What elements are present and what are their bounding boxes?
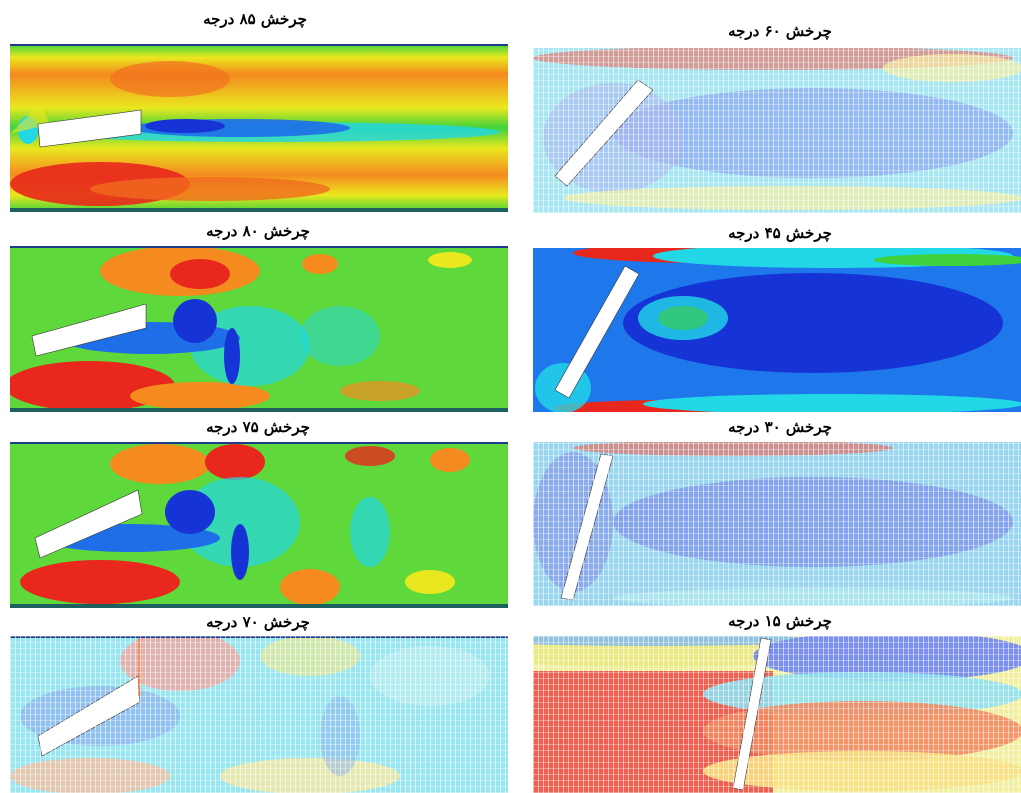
contour-panel-80 — [10, 246, 508, 412]
contour-panel-85 — [10, 44, 508, 212]
title-70: چرخش ۷۰ درجه — [206, 613, 310, 631]
title-60: چرخش ۶۰ درجه — [728, 22, 832, 40]
title-85: چرخش ۸۵ درجه — [203, 10, 307, 28]
plate — [37, 109, 142, 148]
title-45: چرخش ۴۵ درجه — [728, 224, 832, 242]
title-15: چرخش ۱۵ درجه — [728, 612, 832, 630]
vector-panel-15 — [533, 636, 1021, 793]
vector-panel-60 — [533, 48, 1021, 213]
contour-panel-75 — [10, 442, 508, 608]
title-30: چرخش ۳۰ درجه — [728, 418, 832, 436]
vector-panel-30 — [533, 442, 1021, 606]
vector-panel-70 — [10, 636, 508, 793]
contour-panel-45 — [533, 248, 1021, 412]
title-80: چرخش ۸۰ درجه — [206, 222, 310, 240]
title-75: چرخش ۷۵ درجه — [206, 418, 310, 436]
